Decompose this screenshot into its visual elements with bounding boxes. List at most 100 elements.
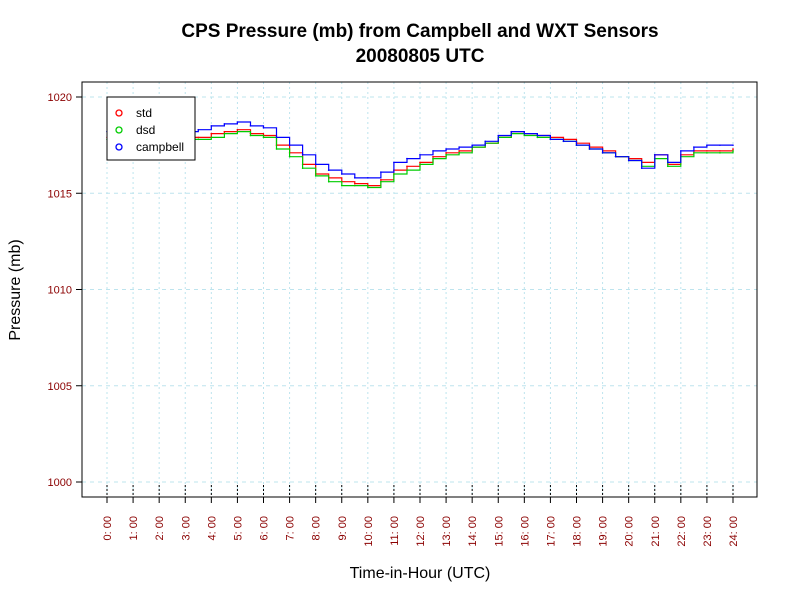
data-point-std	[353, 182, 356, 185]
data-point-campbell	[406, 157, 408, 160]
x-tick-label: 11: 00	[389, 516, 401, 546]
data-point-dsd	[732, 150, 734, 152]
data-point-dsd	[314, 175, 317, 177]
legend-label-campbell: campbell	[136, 140, 184, 154]
data-point-campbell	[458, 146, 460, 148]
data-point-dsd	[340, 184, 343, 187]
x-tick-label: 8: 00	[311, 516, 323, 540]
data-point-std	[380, 178, 382, 181]
legend-marker-dsd	[115, 126, 123, 134]
series-line-dsd	[107, 131, 734, 189]
x-tick-label: 10: 00	[363, 516, 375, 547]
x-tick-label: 13: 00	[441, 516, 453, 547]
data-point-dsd	[458, 152, 460, 154]
data-point-campbell	[249, 125, 252, 127]
data-point-campbell	[562, 140, 565, 143]
data-point-campbell	[719, 144, 721, 146]
data-point-dsd	[327, 180, 330, 183]
legend-marker-campbell	[115, 143, 123, 151]
data-point-campbell	[706, 144, 708, 146]
data-point-dsd	[236, 130, 239, 133]
x-tick-label: 22: 00	[676, 516, 688, 547]
x-tick-label: 19: 00	[598, 516, 610, 547]
data-point-dsd	[523, 134, 526, 137]
data-point-campbell	[575, 144, 578, 146]
data-point-campbell	[693, 146, 695, 148]
data-point-dsd	[210, 136, 213, 139]
data-point-std	[197, 136, 200, 139]
data-point-dsd	[275, 148, 278, 150]
data-point-campbell	[419, 153, 421, 156]
data-point-campbell	[288, 144, 291, 146]
data-point-std	[223, 130, 226, 133]
data-point-dsd	[223, 132, 226, 135]
y-tick-label: 1005	[48, 381, 72, 393]
y-tick-label: 1020	[48, 92, 72, 104]
y-tick-label: 1015	[48, 188, 72, 200]
axes: 1000 1005 1010 1015 1020 0: 00 1: 00 2: 00 3: 00…	[48, 81, 758, 547]
data-point-dsd	[693, 152, 695, 154]
x-tick-label: 18: 00	[572, 516, 584, 547]
data-point-std	[419, 161, 421, 164]
data-point-campbell	[536, 134, 539, 137]
data-point-campbell	[210, 125, 213, 127]
data-point-campbell	[510, 130, 513, 133]
legend-label-dsd: dsd	[136, 123, 155, 137]
x-tick-label: 24: 00	[728, 516, 740, 547]
data-point-std	[210, 132, 213, 135]
x-axis-title: Time-in-Hour (UTC)	[350, 565, 491, 582]
data-point-campbell	[314, 163, 317, 166]
data-point-campbell	[680, 150, 682, 152]
y-tick-label: 1000	[48, 477, 72, 489]
data-point-dsd	[393, 173, 395, 175]
data-point-campbell	[484, 140, 487, 143]
data-point-std	[432, 155, 434, 158]
data-point-campbell	[393, 161, 395, 164]
x-tick-label: 5: 00	[232, 516, 244, 540]
x-tick-label: 3: 00	[180, 516, 192, 540]
y-tick-label: 1010	[48, 285, 72, 297]
data-point-std	[719, 150, 721, 152]
data-point-campbell	[588, 148, 591, 150]
data-point-campbell	[497, 134, 500, 137]
data-point-dsd	[536, 136, 539, 139]
chart-title: CPS Pressure (mb) from Campbell and WXT …	[181, 21, 658, 42]
data-point-std	[732, 148, 734, 150]
data-point-std	[236, 128, 239, 131]
data-point-campbell	[445, 148, 447, 150]
x-tick-label: 2: 00	[154, 516, 166, 540]
data-point-campbell	[549, 138, 552, 141]
data-point-campbell	[301, 153, 304, 156]
data-point-campbell	[223, 123, 226, 125]
data-point-dsd	[706, 152, 708, 154]
data-point-std	[406, 165, 408, 168]
x-tick-label: 4: 00	[206, 516, 218, 540]
data-point-dsd	[719, 152, 721, 154]
grid	[82, 82, 757, 497]
data-point-campbell	[275, 136, 278, 139]
data-point-campbell	[327, 169, 330, 171]
data-point-dsd	[353, 184, 356, 187]
x-tick-label: 17: 00	[545, 516, 557, 547]
data-point-dsd	[288, 155, 291, 158]
data-point-campbell	[432, 150, 434, 152]
data-point-std	[706, 150, 708, 152]
x-tick-label: 0: 00	[102, 516, 114, 540]
x-tick-label: 21: 00	[650, 516, 662, 547]
data-point-dsd	[197, 138, 200, 141]
data-point-dsd	[249, 134, 252, 137]
x-tick-label: 14: 00	[467, 516, 479, 547]
data-point-campbell	[340, 173, 343, 175]
x-tick-label: 7: 00	[285, 516, 297, 540]
legend-marker-std	[115, 109, 123, 117]
x-tick-label: 12: 00	[415, 516, 427, 547]
data-point-dsd	[432, 157, 434, 160]
data-point-campbell	[471, 144, 473, 146]
x-tick-label: 23: 00	[702, 516, 714, 547]
data-point-campbell	[380, 171, 382, 173]
data-point-campbell	[353, 177, 356, 179]
data-point-campbell	[732, 144, 734, 146]
data-point-dsd	[380, 180, 382, 183]
data-point-dsd	[262, 136, 265, 139]
